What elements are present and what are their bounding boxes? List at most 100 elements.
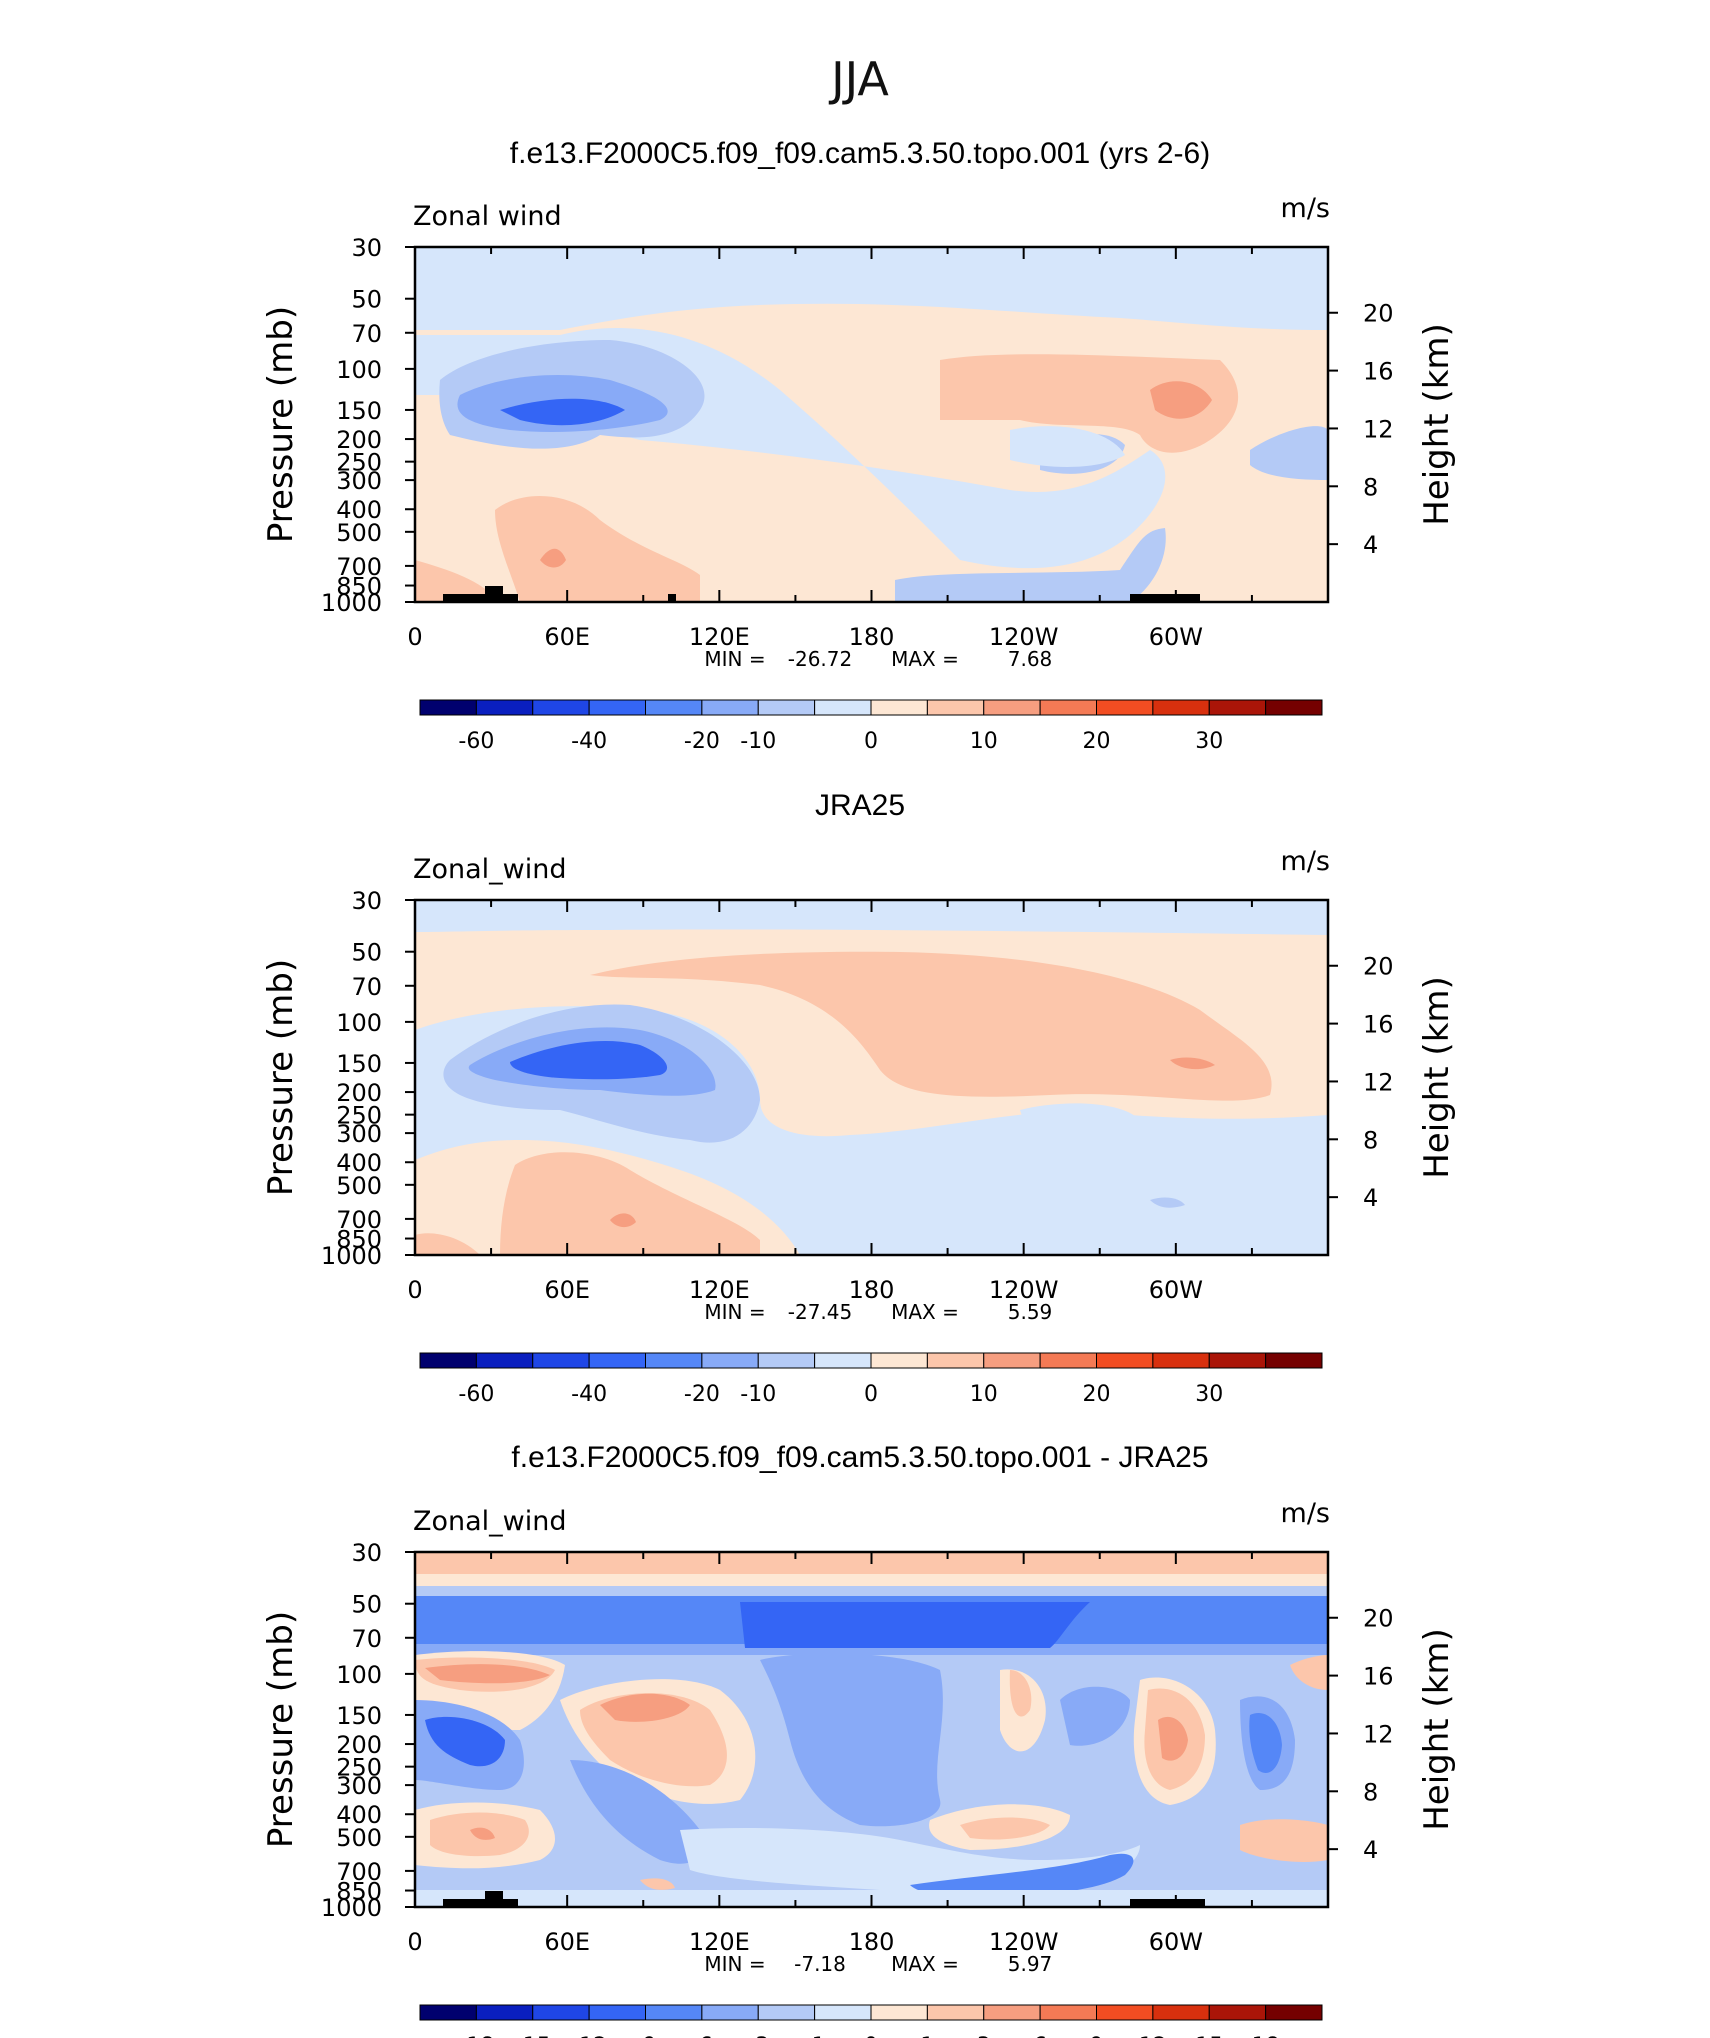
y-tick-label: 300	[336, 1120, 382, 1148]
y-right-tick-label: 20	[1363, 300, 1394, 328]
y-tick-label: 200	[336, 1731, 382, 1759]
y-right-tick-label: 4	[1363, 1184, 1378, 1212]
y-tick-label: 850	[336, 573, 382, 601]
units-label: m/s	[1281, 1498, 1330, 1529]
colorbar-label: -60	[458, 1382, 494, 1407]
colorbar-label: -40	[571, 1382, 607, 1407]
y-tick-label: 700	[336, 553, 382, 581]
colorbar-label: -3	[747, 2034, 769, 2038]
colorbar-label: 10	[970, 729, 998, 754]
colorbar-swatch	[1039, 1352, 1097, 1369]
colorbar-swatch	[645, 1352, 703, 1369]
y-right-tick-label: 4	[1363, 1836, 1378, 1864]
y-tick-label: 850	[336, 1226, 382, 1254]
panel-observation: JRA25 Zonal_wind m/s 0 60E 120E 180 120W 60W 3…	[261, 789, 1457, 1407]
y-right-tick-label: 4	[1363, 531, 1378, 559]
y-tick-label: 300	[336, 467, 382, 495]
y-axis-label: Pressure (mb)	[261, 959, 301, 1196]
min-label: MIN =	[704, 647, 765, 671]
variable-label: Zonal_wind	[413, 1506, 567, 1537]
colorbar-label: 9	[1090, 2034, 1104, 2038]
x-tick-label: 0	[407, 1276, 422, 1304]
colorbar-swatch	[588, 1352, 646, 1369]
x-tick-label: 120E	[689, 1276, 750, 1304]
max-label: MAX =	[891, 1300, 959, 1324]
x-tick-label: 180	[849, 623, 895, 651]
y-tick-label: 200	[336, 1079, 382, 1107]
colorbar-swatch	[475, 699, 534, 716]
y-tick-label: 200	[336, 426, 382, 454]
min-label: MIN =	[704, 1952, 765, 1976]
units-label: m/s	[1281, 846, 1330, 877]
axes: 0 60E 120E 180 120W 60W3050701001502002503004…	[261, 887, 1457, 1407]
x-tick-label: 120W	[989, 1928, 1059, 1956]
colorbar-swatch	[1039, 699, 1097, 716]
y-tick-label: 250	[336, 1754, 382, 1782]
colorbar-swatch	[814, 2004, 872, 2021]
colorbar-swatch	[1152, 2004, 1210, 2021]
x-tick-label: 120W	[989, 623, 1059, 651]
axes: 0 60E 120E 180 120W 60W3050701001502002503004…	[261, 1539, 1457, 2038]
panel-title: f.e13.F2000C5.f09_f09.cam5.3.50.topo.001…	[511, 1441, 1208, 1474]
y-right-tick-label: 8	[1363, 1126, 1378, 1154]
colorbar-label: 0	[864, 2034, 878, 2038]
min-label: MIN =	[704, 1300, 765, 1324]
min-value: -27.45	[788, 1300, 852, 1324]
colorbar-label: -10	[740, 729, 776, 754]
y-tick-label: 100	[336, 1661, 382, 1689]
y-right-tick-label: 20	[1363, 1605, 1394, 1633]
y-right-tick-label: 16	[1363, 1011, 1394, 1039]
axes: 0 60E 120E 180 120W 60W3050701001502002503004…	[261, 234, 1457, 754]
panel-title: f.e13.F2000C5.f09_f09.cam5.3.50.topo.001…	[510, 137, 1210, 170]
variable-label: Zonal wind	[413, 201, 562, 232]
colorbar-swatch	[701, 699, 759, 716]
colorbar-swatch	[1152, 1352, 1210, 1369]
colorbar-label: 6	[1033, 2034, 1047, 2038]
colorbar-swatch	[588, 699, 646, 716]
max-value: 5.59	[1008, 1300, 1053, 1324]
colorbar-label: 12	[1139, 2034, 1167, 2038]
y-right-tick-label: 16	[1363, 1663, 1394, 1691]
colorbar-swatch	[532, 2004, 590, 2021]
y-tick-label: 70	[351, 320, 382, 348]
colorbar-label: -20	[684, 729, 720, 754]
y-tick-label: 50	[351, 1591, 382, 1619]
x-tick-label: 120E	[689, 623, 750, 651]
colorbar-swatch	[419, 699, 477, 716]
colorbar-label: 18	[1252, 2034, 1280, 2038]
y-right-tick-label: 20	[1363, 953, 1394, 981]
y-right-axis-label: Height (km)	[1417, 1628, 1457, 1831]
colorbar-label: 15	[1195, 2034, 1223, 2038]
suptitle: JJA	[828, 52, 889, 106]
y-tick-label: 700	[336, 1206, 382, 1234]
colorbar-label: 3	[977, 2034, 991, 2038]
colorbar-label: -20	[684, 1382, 720, 1407]
colorbar-label: -18	[458, 2034, 494, 2038]
y-tick-label: 400	[336, 496, 382, 524]
y-right-tick-label: 8	[1363, 1778, 1378, 1806]
y-tick-label: 850	[336, 1878, 382, 1906]
colorbar-label: 1	[920, 2034, 934, 2038]
contour-field	[415, 247, 1328, 602]
colorbar-swatch	[870, 1352, 928, 1369]
y-right-tick-label: 16	[1363, 358, 1394, 386]
colorbar-label: -40	[571, 729, 607, 754]
y-tick-label: 50	[351, 939, 382, 967]
max-value: 5.97	[1008, 1952, 1053, 1976]
colorbar-label: -9	[635, 2034, 657, 2038]
y-tick-label: 150	[336, 1050, 382, 1078]
x-tick-label: 60W	[1149, 1928, 1203, 1956]
y-right-axis-label: Height (km)	[1417, 323, 1457, 526]
colorbar-swatch	[926, 2004, 985, 2021]
x-tick-label: 0	[407, 1928, 422, 1956]
colorbar-swatch	[926, 699, 985, 716]
max-label: MAX =	[891, 1952, 959, 1976]
colorbar-swatch	[1265, 699, 1323, 716]
colorbar-swatch	[814, 1352, 872, 1369]
colorbar-swatch	[1208, 699, 1267, 716]
colorbar-label: -6	[691, 2034, 713, 2038]
colorbar-label: 0	[864, 729, 878, 754]
colorbar-label: 0	[864, 1382, 878, 1407]
x-tick-label: 60E	[544, 1928, 590, 1956]
colorbar-swatch	[1152, 699, 1210, 716]
